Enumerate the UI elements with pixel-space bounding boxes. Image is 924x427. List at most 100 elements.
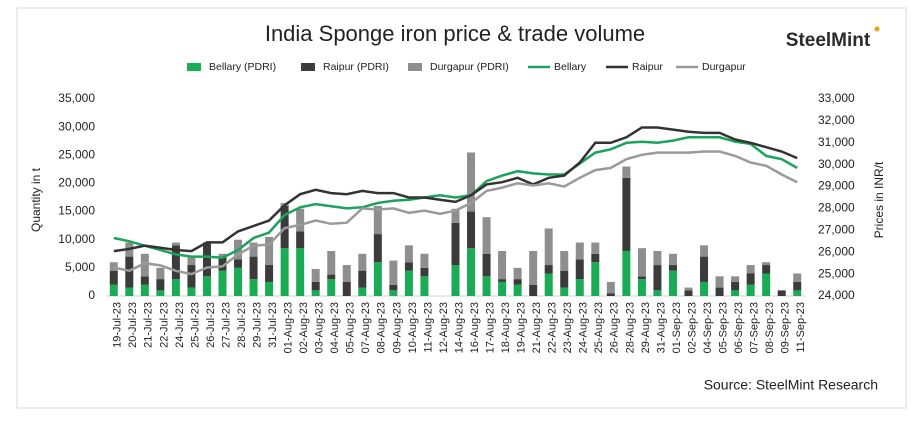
y-tick-label: 25,000 [58,147,95,161]
price-line [113,150,798,276]
bar-segment [249,279,258,296]
bar-segment [482,253,491,277]
bar-segment [218,270,227,296]
x-tick-label: 22-Aug-23 [547,302,559,353]
bar-segment [389,284,398,291]
bar-segment [389,290,398,296]
bar-segment [140,276,149,285]
x-tick-label: 21-Aug-23 [531,302,543,353]
bar-segment [544,265,553,274]
x-tick-label: 11-Aug-23 [422,302,434,353]
x-tick-label: 20-Jul-23 [127,302,139,348]
bar-segment [560,270,569,288]
bar-segment [591,242,600,254]
x-tick-label: 11-Sep-23 [795,302,807,353]
bar-segment [265,236,274,266]
bar-segment [467,248,476,296]
bar-segment [420,253,429,268]
bar-segment [311,290,320,296]
x-tick-label: 12-Aug-23 [438,302,450,353]
bar-segment [156,279,165,291]
bar-segment [109,284,118,296]
bar-segment [218,256,227,271]
y-tick-label: 20,000 [58,176,95,190]
y2-tick-label: 27,000 [818,223,855,237]
y2-tick-label: 33,000 [818,91,855,105]
bar-segment [746,284,755,296]
bar-segment [171,279,180,296]
y2-tick-label: 31,000 [818,135,855,149]
bar-segment [762,273,771,296]
x-tick-label: 04-Aug-23 [329,302,341,353]
bar-segment [622,166,631,178]
x-tick-label: 18-Aug-23 [500,302,512,353]
bar-segment [731,276,740,282]
bar-segment [715,287,724,296]
x-tick-label: 07-Aug-23 [360,302,372,353]
bar-segment [296,248,305,296]
bar-segment [187,287,196,296]
x-tick-label: 19-Aug-23 [516,302,528,353]
bar-segment [327,279,336,296]
legend-label: Durgapur [702,61,746,73]
y2-tick-label: 32,000 [818,113,855,127]
bar-segment [218,253,227,257]
bar-segment [125,287,134,296]
bar-segment [358,253,367,271]
legend-label: Raipur (PDRI) [323,61,389,73]
y-tick-label: 15,000 [58,204,95,218]
bar-segment [249,242,258,257]
x-tick-label: 07-Sep-23 [749,302,761,353]
x-tick-label: 22-Jul-23 [158,302,170,348]
bar-segment [234,267,243,296]
bar-segment [529,284,538,296]
bar-segment [653,290,662,296]
bar-segment [637,279,646,296]
price-line [113,136,798,259]
bar-segment [311,281,320,291]
bar-segment [498,250,507,280]
bar-segment [793,281,802,291]
bar-segment [606,281,615,294]
x-tick-label: 24-Jul-23 [174,302,186,348]
logo-dot [874,26,880,32]
bar-segment [404,245,413,263]
y-tick-label: 30,000 [58,119,95,133]
bar-segment [451,222,460,266]
x-tick-label: 04-Sep-23 [702,302,714,353]
bar-segment [637,276,646,280]
y2-tick-label: 28,000 [818,201,855,215]
bar-segment [529,250,538,285]
bar-segment [668,265,677,271]
y2-tick-label: 24,000 [818,288,855,302]
bar-segment [280,248,289,296]
y-tick-label: 10,000 [58,232,95,246]
bar-segment [793,290,802,296]
bar-segment [700,281,709,296]
bar-segment [591,253,600,263]
x-tick-label: 24-Aug-23 [578,302,590,353]
brand-logo: SteelMint [786,30,871,51]
bar-segment [404,262,413,271]
x-tick-label: 25-Jul-23 [189,302,201,348]
x-tick-label: 21-Jul-23 [143,302,155,348]
legend-swatch [301,63,315,71]
bar-segment [389,260,398,285]
bar-segment [653,265,662,291]
bar-segment [358,270,367,288]
y2-tick-label: 29,000 [818,179,855,193]
bar-segment [700,245,709,257]
bar-segment [249,256,258,280]
x-tick-label: 08-Aug-23 [376,302,388,353]
bar-segment [140,253,149,277]
bar-segment [156,290,165,296]
bar-segment [668,253,677,266]
bar-segment [731,290,740,296]
bar-segment [187,265,196,288]
x-tick-label: 29-Jul-23 [251,302,263,348]
bar-segment [467,152,476,212]
x-tick-label: 31-Jul-23 [267,302,279,348]
chart-title: India Sponge iron price & trade volume [265,21,645,46]
x-tick-label: 27-Jul-23 [220,302,232,348]
